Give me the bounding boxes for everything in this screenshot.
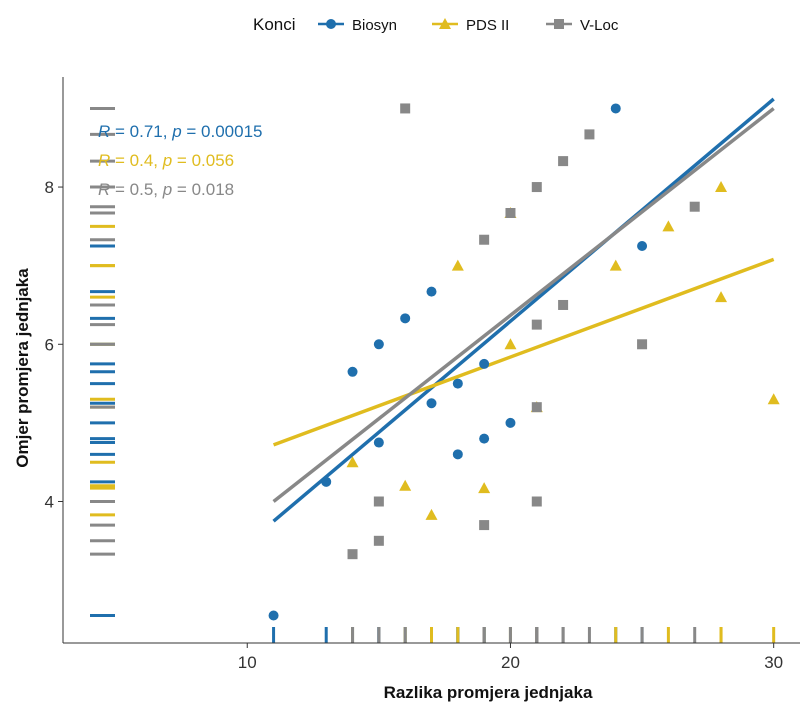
fit-line-v-loc — [272, 107, 775, 503]
legend: Konci Biosyn PDS II V-Loc — [253, 15, 619, 34]
data-point-v-loc — [637, 339, 648, 350]
data-point-pds-ii — [609, 259, 622, 271]
fit-line-biosyn — [272, 97, 775, 523]
fit-line-pds-ii — [272, 257, 775, 447]
data-point-pds-ii — [715, 181, 728, 193]
correlation-label: R = 0.5, p = 0.018 — [98, 180, 234, 199]
legend-label: Biosyn — [352, 17, 397, 34]
legend-key-marker — [439, 18, 451, 29]
data-point-biosyn — [637, 241, 648, 252]
data-point-pds-ii — [662, 220, 675, 232]
data-point-biosyn — [268, 610, 279, 621]
data-point-biosyn — [610, 103, 621, 114]
data-point-pds-ii — [715, 291, 728, 303]
y-axis-title: Omjer promjera jednjaka — [13, 268, 32, 468]
legend-key-marker — [554, 19, 564, 29]
data-point-pds-ii — [478, 482, 491, 494]
data-point-pds-ii — [346, 456, 359, 468]
x-tick-label: 20 — [501, 653, 520, 672]
data-point-v-loc — [584, 129, 595, 140]
x-tick-label: 10 — [238, 653, 257, 672]
legend-label: V-Loc — [580, 17, 619, 34]
legend-item-v-loc: V-Loc — [546, 17, 619, 34]
data-point-biosyn — [452, 378, 463, 389]
legend-key-marker — [326, 19, 336, 29]
data-point-pds-ii — [425, 508, 438, 520]
axes: 10 20 30 4 6 8 — [45, 77, 800, 672]
fit-layer — [272, 97, 775, 523]
legend-label: PDS II — [466, 17, 509, 34]
x-axis-title: Razlika promjera jednjaka — [384, 683, 593, 702]
data-point-biosyn — [400, 313, 411, 324]
data-point-pds-ii — [504, 338, 517, 350]
correlation-label: R = 0.4, p = 0.056 — [98, 151, 234, 170]
data-point-v-loc — [479, 234, 490, 245]
data-point-biosyn — [452, 449, 463, 460]
data-point-v-loc — [347, 549, 358, 560]
data-point-biosyn — [479, 433, 490, 444]
data-point-biosyn — [426, 398, 437, 409]
data-point-v-loc — [373, 496, 384, 507]
data-point-v-loc — [531, 402, 542, 413]
point-layer — [268, 103, 780, 621]
y-tick-label: 4 — [45, 493, 54, 512]
data-point-v-loc — [558, 156, 569, 167]
data-point-v-loc — [400, 103, 411, 114]
data-point-biosyn — [373, 339, 384, 350]
data-point-biosyn — [373, 437, 384, 448]
data-point-v-loc — [558, 299, 569, 310]
data-point-v-loc — [479, 520, 490, 531]
y-tick-label: 8 — [45, 178, 54, 197]
correlation-annotations: R = 0.71, p = 0.00015 R = 0.4, p = 0.056 R… — [98, 122, 263, 199]
data-point-v-loc — [373, 535, 384, 546]
data-point-biosyn — [505, 417, 516, 428]
data-point-pds-ii — [767, 393, 780, 405]
data-point-v-loc — [531, 319, 542, 330]
data-point-pds-ii — [399, 479, 412, 491]
legend-title: Konci — [253, 15, 296, 34]
data-point-v-loc — [531, 182, 542, 193]
data-point-v-loc — [689, 201, 700, 212]
x-tick-label: 30 — [764, 653, 783, 672]
data-point-biosyn — [321, 476, 332, 487]
data-point-v-loc — [505, 207, 516, 218]
data-point-biosyn — [479, 358, 490, 369]
legend-item-pds-ii: PDS II — [432, 17, 509, 34]
rug-layer — [90, 106, 776, 643]
correlation-label: R = 0.71, p = 0.00015 — [98, 122, 263, 141]
y-tick-label: 6 — [45, 335, 54, 354]
legend-item-biosyn: Biosyn — [318, 17, 397, 34]
data-point-v-loc — [531, 496, 542, 507]
data-point-biosyn — [347, 366, 358, 377]
data-point-pds-ii — [451, 259, 464, 271]
data-point-biosyn — [426, 286, 437, 297]
